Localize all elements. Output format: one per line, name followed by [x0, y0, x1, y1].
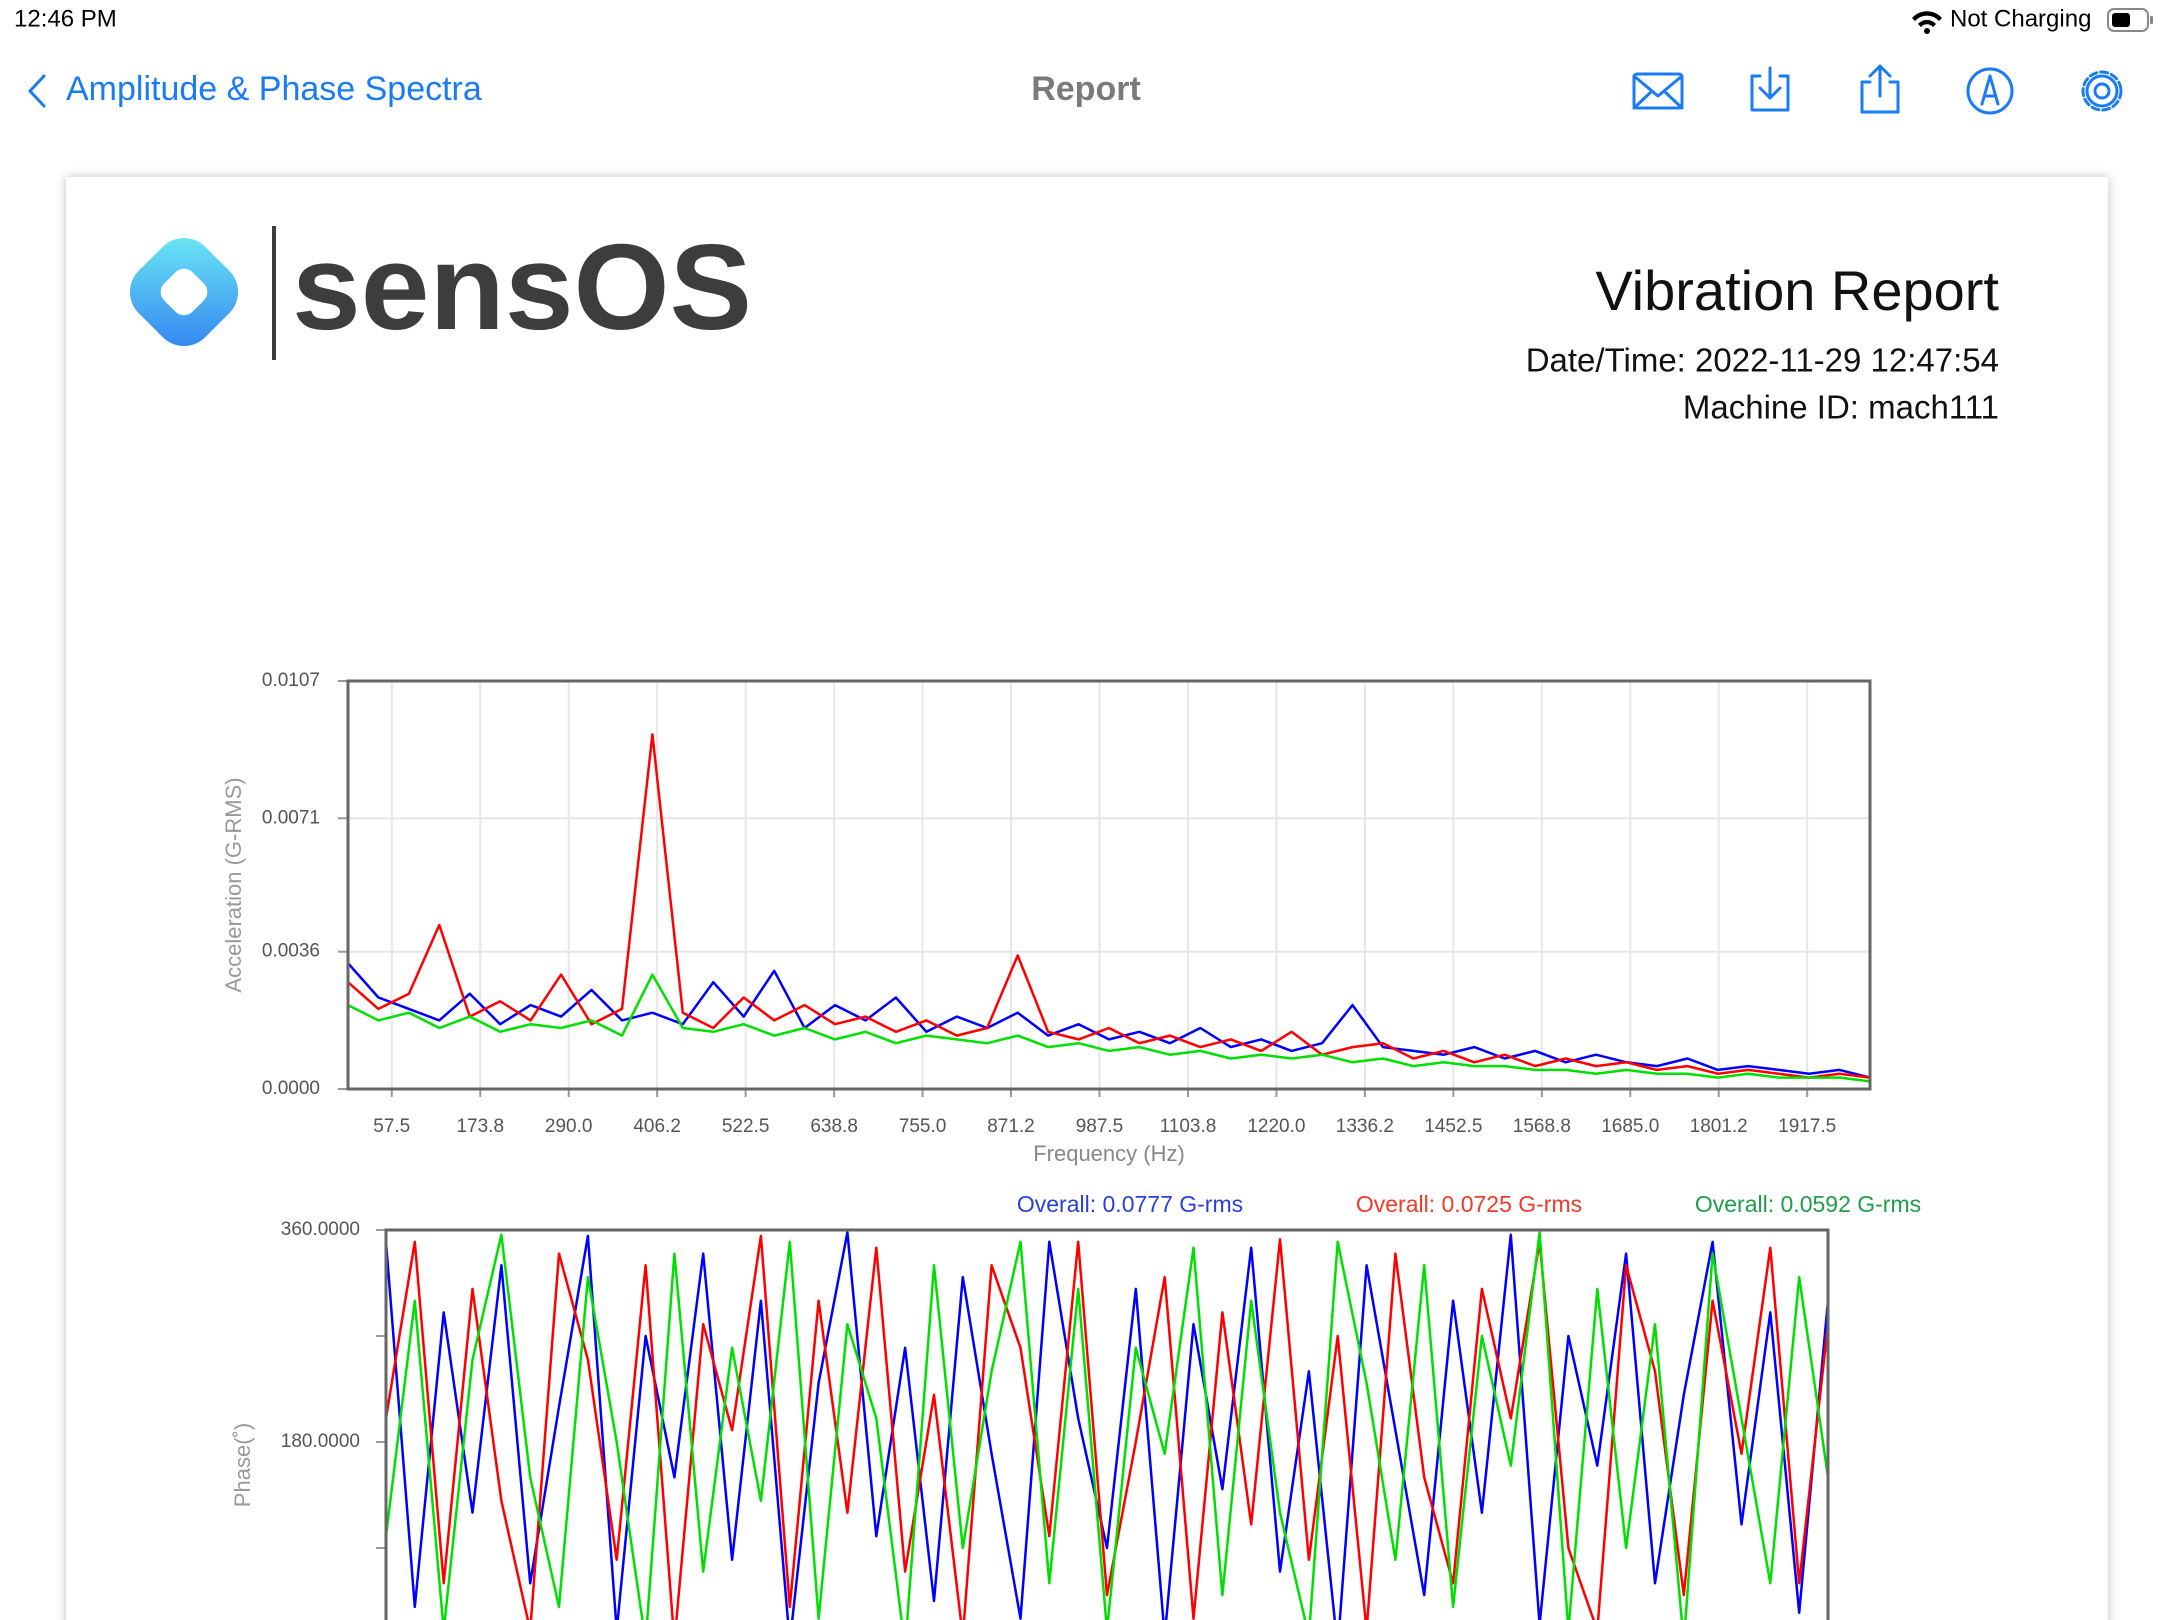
plot-frame — [384, 1228, 1830, 1620]
x-tick-label: 522.5 — [722, 1116, 770, 1137]
x-tick-label: 406.2 — [633, 1116, 681, 1137]
legend-entry: Overall: 0.0592 G-rms — [1695, 1191, 1921, 1217]
wifi-icon — [1912, 11, 1942, 34]
series-line — [347, 962, 1871, 1079]
status-time: 12:46 PM — [14, 5, 117, 32]
series-line — [347, 733, 1871, 1079]
markup-button[interactable] — [1966, 67, 2014, 115]
x-tick-label: 1103.8 — [1160, 1116, 1217, 1137]
brand: sensOS — [292, 219, 752, 355]
x-tick-label: 57.5 — [373, 1116, 410, 1137]
nav-title: Report — [1031, 70, 1141, 108]
y-tick-label: 0.0107 — [262, 670, 320, 691]
y-tick-label: 180.0000 — [281, 1431, 360, 1452]
y-axis-title: Acceleration (G-RMS) — [221, 777, 246, 992]
chart: 180.0000 360.0000 Phase(˚) Overall: 0.0777 … — [230, 1191, 1921, 1620]
x-tick-label: 871.2 — [987, 1116, 1035, 1137]
x-tick-label: 638.8 — [810, 1116, 858, 1137]
y-tick-label: 360.0000 — [281, 1219, 360, 1240]
logo — [129, 226, 276, 360]
x-tick-label: 1685.0 — [1601, 1116, 1659, 1137]
plot-frame — [346, 679, 1872, 1091]
y-tick-label: 0.0071 — [262, 807, 320, 828]
x-tick-label: 290.0 — [545, 1116, 593, 1137]
chart: 0.0000 0.0036 0.0071 0.0107 57.5 173.8 290.0 40… — [221, 670, 1872, 1166]
x-tick-label: 1917.5 — [1778, 1116, 1836, 1137]
y-axis-title: Phase(˚) — [230, 1423, 255, 1507]
y-tick-label: 0.0000 — [262, 1078, 320, 1099]
x-tick-label: 755.0 — [899, 1116, 947, 1137]
report-title: Vibration Report — [1595, 259, 1999, 322]
report-machine: Machine ID: mach111 — [1683, 389, 1999, 426]
series-line — [384, 1231, 1830, 1620]
x-tick-label: 1336.2 — [1336, 1116, 1394, 1137]
x-tick-label: 1568.8 — [1513, 1116, 1571, 1137]
x-tick-label: 1801.2 — [1690, 1116, 1748, 1137]
share-button[interactable] — [1860, 64, 1900, 114]
x-tick-label: 1452.5 — [1424, 1116, 1482, 1137]
y-tick-label: 0.0036 — [262, 941, 320, 962]
x-axis-title: Frequency (Hz) — [1033, 1141, 1185, 1166]
series-line — [384, 1231, 1830, 1620]
series-line — [384, 1234, 1830, 1620]
mail-button[interactable] — [1632, 72, 1684, 110]
legend-entry: Overall: 0.0777 G-rms — [1017, 1191, 1243, 1217]
settings-button[interactable] — [2081, 70, 2123, 112]
legend-entry: Overall: 0.0725 G-rms — [1356, 1191, 1582, 1217]
x-tick-label: 1220.0 — [1247, 1116, 1305, 1137]
battery-status: Not Charging — [1950, 5, 2091, 32]
series-line — [347, 973, 1871, 1083]
x-tick-label: 987.5 — [1076, 1116, 1124, 1137]
x-tick-label: 173.8 — [456, 1116, 504, 1137]
back-chevron[interactable] — [28, 74, 46, 108]
battery-icon — [2107, 8, 2153, 32]
back-button[interactable]: Amplitude & Phase Spectra — [66, 70, 482, 108]
report-datetime: Date/Time: 2022-11-29 12:47:54 — [1526, 342, 1999, 379]
download-button[interactable] — [1750, 66, 1790, 112]
